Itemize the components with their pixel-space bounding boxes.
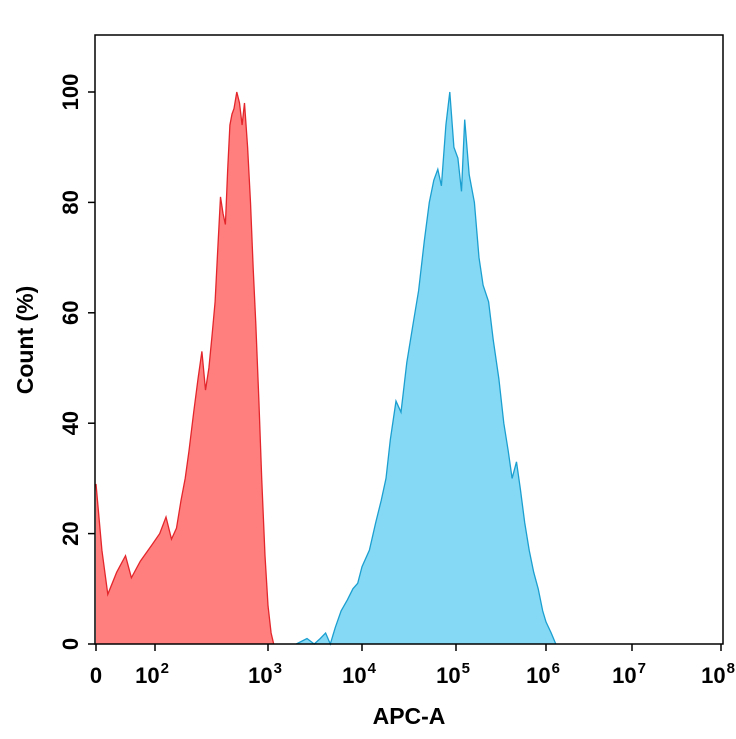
y-axis: 0 20 40 60 80 100 <box>58 74 95 650</box>
x-tick-label-5: 106 <box>526 660 560 688</box>
x-tick-label-4: 105 <box>436 660 470 688</box>
y-tick-label-5: 100 <box>58 74 83 111</box>
y-tick-label-0: 0 <box>58 638 83 650</box>
x-tick-label-2: 103 <box>248 660 282 688</box>
series-2-line <box>296 91 557 646</box>
plot-frame <box>94 34 724 645</box>
y-tick-label-2: 40 <box>58 411 83 435</box>
series-1-area <box>96 92 274 644</box>
y-tick-label-3: 60 <box>58 301 83 325</box>
x-tick-label-0: 0 <box>90 663 102 688</box>
y-tick-label-1: 20 <box>58 521 83 545</box>
y-axis-title: Count (%) <box>12 286 38 395</box>
series-layer <box>95 91 557 646</box>
x-tick-label-6: 107 <box>612 660 646 688</box>
x-tick-label-3: 104 <box>342 660 376 688</box>
series-2-area <box>296 92 556 644</box>
x-axis-title: APC-A <box>373 703 446 729</box>
x-tick-label-1: 102 <box>135 660 169 688</box>
x-axis: 0 102 103 104 105 106 107 108 <box>90 644 735 688</box>
y-tick-label-4: 80 <box>58 190 83 214</box>
x-tick-label-7: 108 <box>701 660 735 688</box>
series-1-line <box>95 91 275 645</box>
